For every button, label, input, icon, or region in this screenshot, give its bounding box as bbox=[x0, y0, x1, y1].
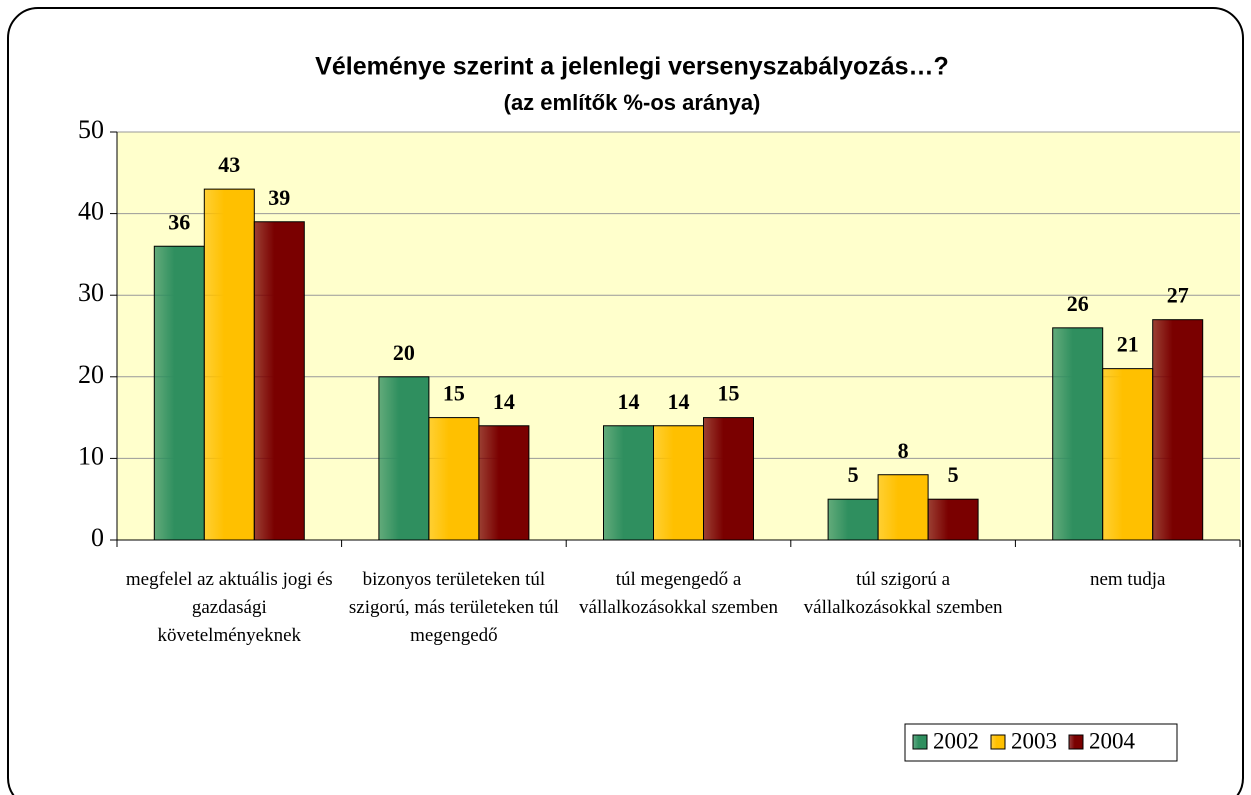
legend-label: 2003 bbox=[1011, 728, 1057, 753]
legend-label: 2002 bbox=[933, 728, 979, 753]
data-label: 21 bbox=[1117, 332, 1139, 357]
data-label: 8 bbox=[898, 438, 909, 463]
data-label: 20 bbox=[393, 340, 415, 365]
bar bbox=[827, 498, 879, 541]
y-tick-label: 0 bbox=[91, 523, 104, 552]
x-tick-label: túl szigorú a vállalkozásokkal szemben bbox=[803, 569, 1003, 618]
x-tick-label: nem tudja bbox=[1089, 569, 1166, 590]
data-label: 15 bbox=[443, 381, 465, 406]
y-tick-label: 20 bbox=[78, 360, 104, 389]
bar bbox=[927, 498, 979, 541]
x-tick-label: túl megengedő a vállalkozásokkal szemben bbox=[579, 569, 778, 618]
x-tick-label: bizonyos területeken túl szigorú, más te… bbox=[348, 569, 559, 646]
legend-swatch bbox=[912, 734, 928, 750]
bar bbox=[877, 474, 929, 541]
legend-swatch bbox=[1068, 734, 1084, 750]
bar bbox=[1152, 319, 1204, 541]
data-label: 14 bbox=[493, 389, 515, 414]
data-label: 39 bbox=[268, 185, 290, 210]
data-label: 14 bbox=[668, 389, 690, 414]
legend-swatch bbox=[990, 734, 1006, 750]
data-label: 27 bbox=[1167, 283, 1189, 308]
bar bbox=[478, 425, 530, 541]
bar bbox=[1052, 327, 1104, 541]
data-label: 36 bbox=[168, 209, 190, 234]
chart-subtitle: (az említők %-os aránya) bbox=[504, 90, 761, 115]
bar bbox=[378, 376, 430, 541]
bar bbox=[653, 425, 704, 541]
y-tick-label: 40 bbox=[78, 197, 104, 226]
data-label: 5 bbox=[848, 462, 859, 487]
bar bbox=[153, 245, 205, 541]
y-tick-label: 10 bbox=[78, 441, 104, 470]
bar bbox=[428, 417, 480, 541]
bar bbox=[1102, 368, 1154, 541]
bar bbox=[703, 417, 754, 541]
y-tick-label: 30 bbox=[78, 278, 104, 307]
bar bbox=[603, 425, 654, 541]
chart-title: Véleménye szerint a jelenlegi versenysza… bbox=[315, 53, 949, 81]
data-label: 43 bbox=[218, 152, 240, 177]
data-label: 15 bbox=[718, 381, 740, 406]
data-label: 26 bbox=[1067, 291, 1089, 316]
legend-label: 2004 bbox=[1089, 728, 1136, 753]
data-label: 5 bbox=[948, 462, 959, 487]
y-tick-label: 50 bbox=[78, 115, 104, 144]
bar bbox=[253, 221, 305, 541]
x-tick-label: megfelel az aktuális jogi és gazdasági k… bbox=[125, 569, 333, 646]
legend bbox=[904, 723, 1178, 762]
bar bbox=[203, 188, 255, 541]
data-label: 14 bbox=[618, 389, 640, 414]
